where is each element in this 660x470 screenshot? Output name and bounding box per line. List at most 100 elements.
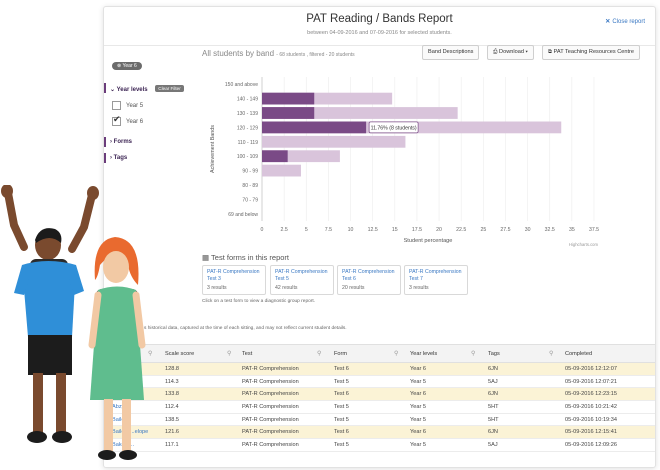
test-form-name: PAT-R Comprehension (409, 269, 462, 275)
x-tick-label: 2.5 (281, 227, 288, 233)
bar-dark (262, 150, 288, 163)
test-form-name: PAT-R Comprehension (275, 269, 328, 275)
search-icon[interactable]: ⚲ (549, 351, 554, 357)
form-value: Test 5 (334, 378, 349, 385)
table-row[interactable]: Abzy... 112.4 PAT-R Comprehension Test 5 Yea… (104, 401, 655, 414)
column-header[interactable]: Test (242, 351, 253, 357)
test-form-number: Test 3 (207, 276, 221, 282)
table-row[interactable]: Bailey, ...elope 121.6 PAT-R Comprehension… (104, 426, 655, 440)
x-tick-label: 0 (261, 227, 264, 233)
test-form-card[interactable]: PAT-R Comprehension Test 7 3 results (404, 265, 468, 295)
test-name: PAT-R Comprehension (242, 366, 299, 372)
test-name: PAT-R Comprehension (242, 404, 299, 411)
tag-value: 6JN (488, 429, 498, 436)
x-tick-label: 15 (392, 227, 398, 233)
all-students-label: All students by band (202, 49, 275, 58)
column-header[interactable]: Tags (488, 351, 500, 357)
y-tick-label: 110 - 119 (238, 140, 259, 146)
bar-dark (262, 107, 315, 119)
x-tick-label: 5 (305, 227, 308, 233)
year-pill-label: Year 6 (122, 63, 137, 69)
year-level: Year 5 (410, 416, 426, 423)
student-counts: - 68 students , filtered - 20 students (276, 52, 355, 58)
external-link-icon: ⧉ (548, 49, 552, 55)
test-form-results: 42 results (275, 285, 298, 291)
table-header: ⚲ Scale score ⚲ Test ⚲ Form ⚲ Year level… (104, 344, 655, 363)
report-title: PAT Reading / Bands Report (306, 13, 453, 25)
bar-light (262, 164, 301, 177)
search-icon[interactable]: ⚲ (317, 351, 322, 357)
column-header[interactable]: Scale score (165, 351, 195, 357)
year-6-checkbox[interactable] (112, 114, 121, 126)
tag-value: 5HT (488, 404, 499, 411)
year-filter-pill[interactable]: ⊗ Year 6 (112, 62, 142, 70)
report-subtitle: between 04-09-2016 and 07-09-2016 for se… (307, 30, 452, 36)
bands-chart[interactable]: 0 2.5 5 7.5 10 12.5 15 17.5 20 22.5 25 27.5 30 32.5 35… (202, 71, 652, 251)
close-report-link[interactable]: ✕ Close report (605, 18, 645, 25)
bar-dark (262, 121, 367, 134)
search-icon[interactable]: ⚲ (227, 351, 232, 357)
column-header[interactable]: Completed (565, 351, 593, 357)
girl-figure (88, 237, 146, 460)
search-icon[interactable]: ⚲ (394, 351, 399, 357)
y-tick-label: 120 - 129 (237, 125, 258, 131)
filter-group-year-levels[interactable]: ⌄ Year levels Clear Filter (104, 83, 184, 93)
y-tick-label: 140 - 149 (237, 97, 258, 103)
x-axis-title: Student percentage (404, 238, 453, 244)
y-tick-label: 130 - 139 (237, 111, 258, 117)
results-table: ⚲ Scale score ⚲ Test ⚲ Form ⚲ Year level… (104, 344, 655, 452)
search-icon[interactable]: ⚲ (471, 351, 476, 357)
completed-date: 05-09-2016 10:19:34 (565, 416, 617, 423)
year-6-option[interactable]: Year 6 (112, 114, 143, 126)
x-tick-label: 30 (525, 227, 531, 233)
bar-dark (262, 92, 315, 105)
scale-score: 138.5 (165, 416, 179, 423)
column-header[interactable]: Year levels (410, 351, 438, 357)
test-form-name: PAT-R Comprehension (207, 269, 260, 275)
table-icon: ▦ (202, 253, 210, 262)
column-header[interactable]: Form (334, 351, 348, 357)
test-form-results: 3 results (409, 285, 429, 291)
students-illustration (1, 185, 146, 460)
test-form-number: Test 5 (275, 276, 289, 282)
x-tick-label: 37.5 (589, 227, 599, 233)
teaching-resources-button[interactable]: ⧉ PAT Teaching Resources Centre (542, 45, 640, 60)
test-form-card[interactable]: PAT-R Comprehension Test 6 20 results (337, 265, 401, 295)
bar-light (262, 135, 406, 148)
bar-light (262, 150, 340, 163)
test-form-card[interactable]: PAT-R Comprehension Test 3 3 results (202, 265, 266, 295)
header-divider (104, 45, 655, 46)
test-form-card[interactable]: PAT-R Comprehension Test 5 42 results (270, 265, 334, 295)
test-form-name: PAT-R Comprehension (342, 269, 395, 275)
table-row[interactable]: Bailey... 138.5 PAT-R Comprehension Test 5 Y… (104, 414, 655, 427)
filter-group-forms[interactable]: › Forms (104, 137, 132, 147)
band-descriptions-button[interactable]: Band Descriptions (422, 45, 480, 60)
scale-score: 117.1 (165, 442, 179, 449)
print-icon: ⎙ (493, 49, 498, 55)
table-row[interactable]: Baker, ... 117.1 PAT-R Comprehension Test 5… (104, 439, 655, 452)
year-5-checkbox[interactable] (112, 101, 121, 110)
student-name[interactable]: Bailey... (112, 416, 132, 423)
x-tick-label: 22.5 (456, 227, 466, 233)
completed-date: 05-09-2016 10:21:42 (565, 404, 617, 411)
tags-label: Tags (113, 155, 128, 161)
x-tick-label: 35 (569, 227, 575, 233)
completed-date: 05-09-2016 12:23:15 (565, 391, 617, 398)
download-button[interactable]: ⎙ Download ▾ (487, 45, 534, 60)
test-name: PAT-R Comprehension (242, 442, 299, 449)
student-name[interactable]: Abzy... (112, 404, 129, 411)
test-name: PAT-R Comprehension (242, 416, 299, 423)
year-5-option[interactable]: Year 5 (112, 101, 143, 110)
filter-group-tags[interactable]: › Tags (104, 153, 128, 163)
bar-light (262, 92, 393, 105)
year-level: Year 5 (410, 378, 426, 385)
remove-icon: ⊗ (117, 63, 122, 69)
x-tick-label: 32.5 (545, 227, 555, 233)
form-value: Test 5 (334, 442, 349, 449)
clear-filter-button[interactable]: Clear Filter (155, 85, 184, 92)
download-label: Download (499, 49, 524, 55)
search-icon[interactable]: ⚲ (148, 351, 153, 357)
